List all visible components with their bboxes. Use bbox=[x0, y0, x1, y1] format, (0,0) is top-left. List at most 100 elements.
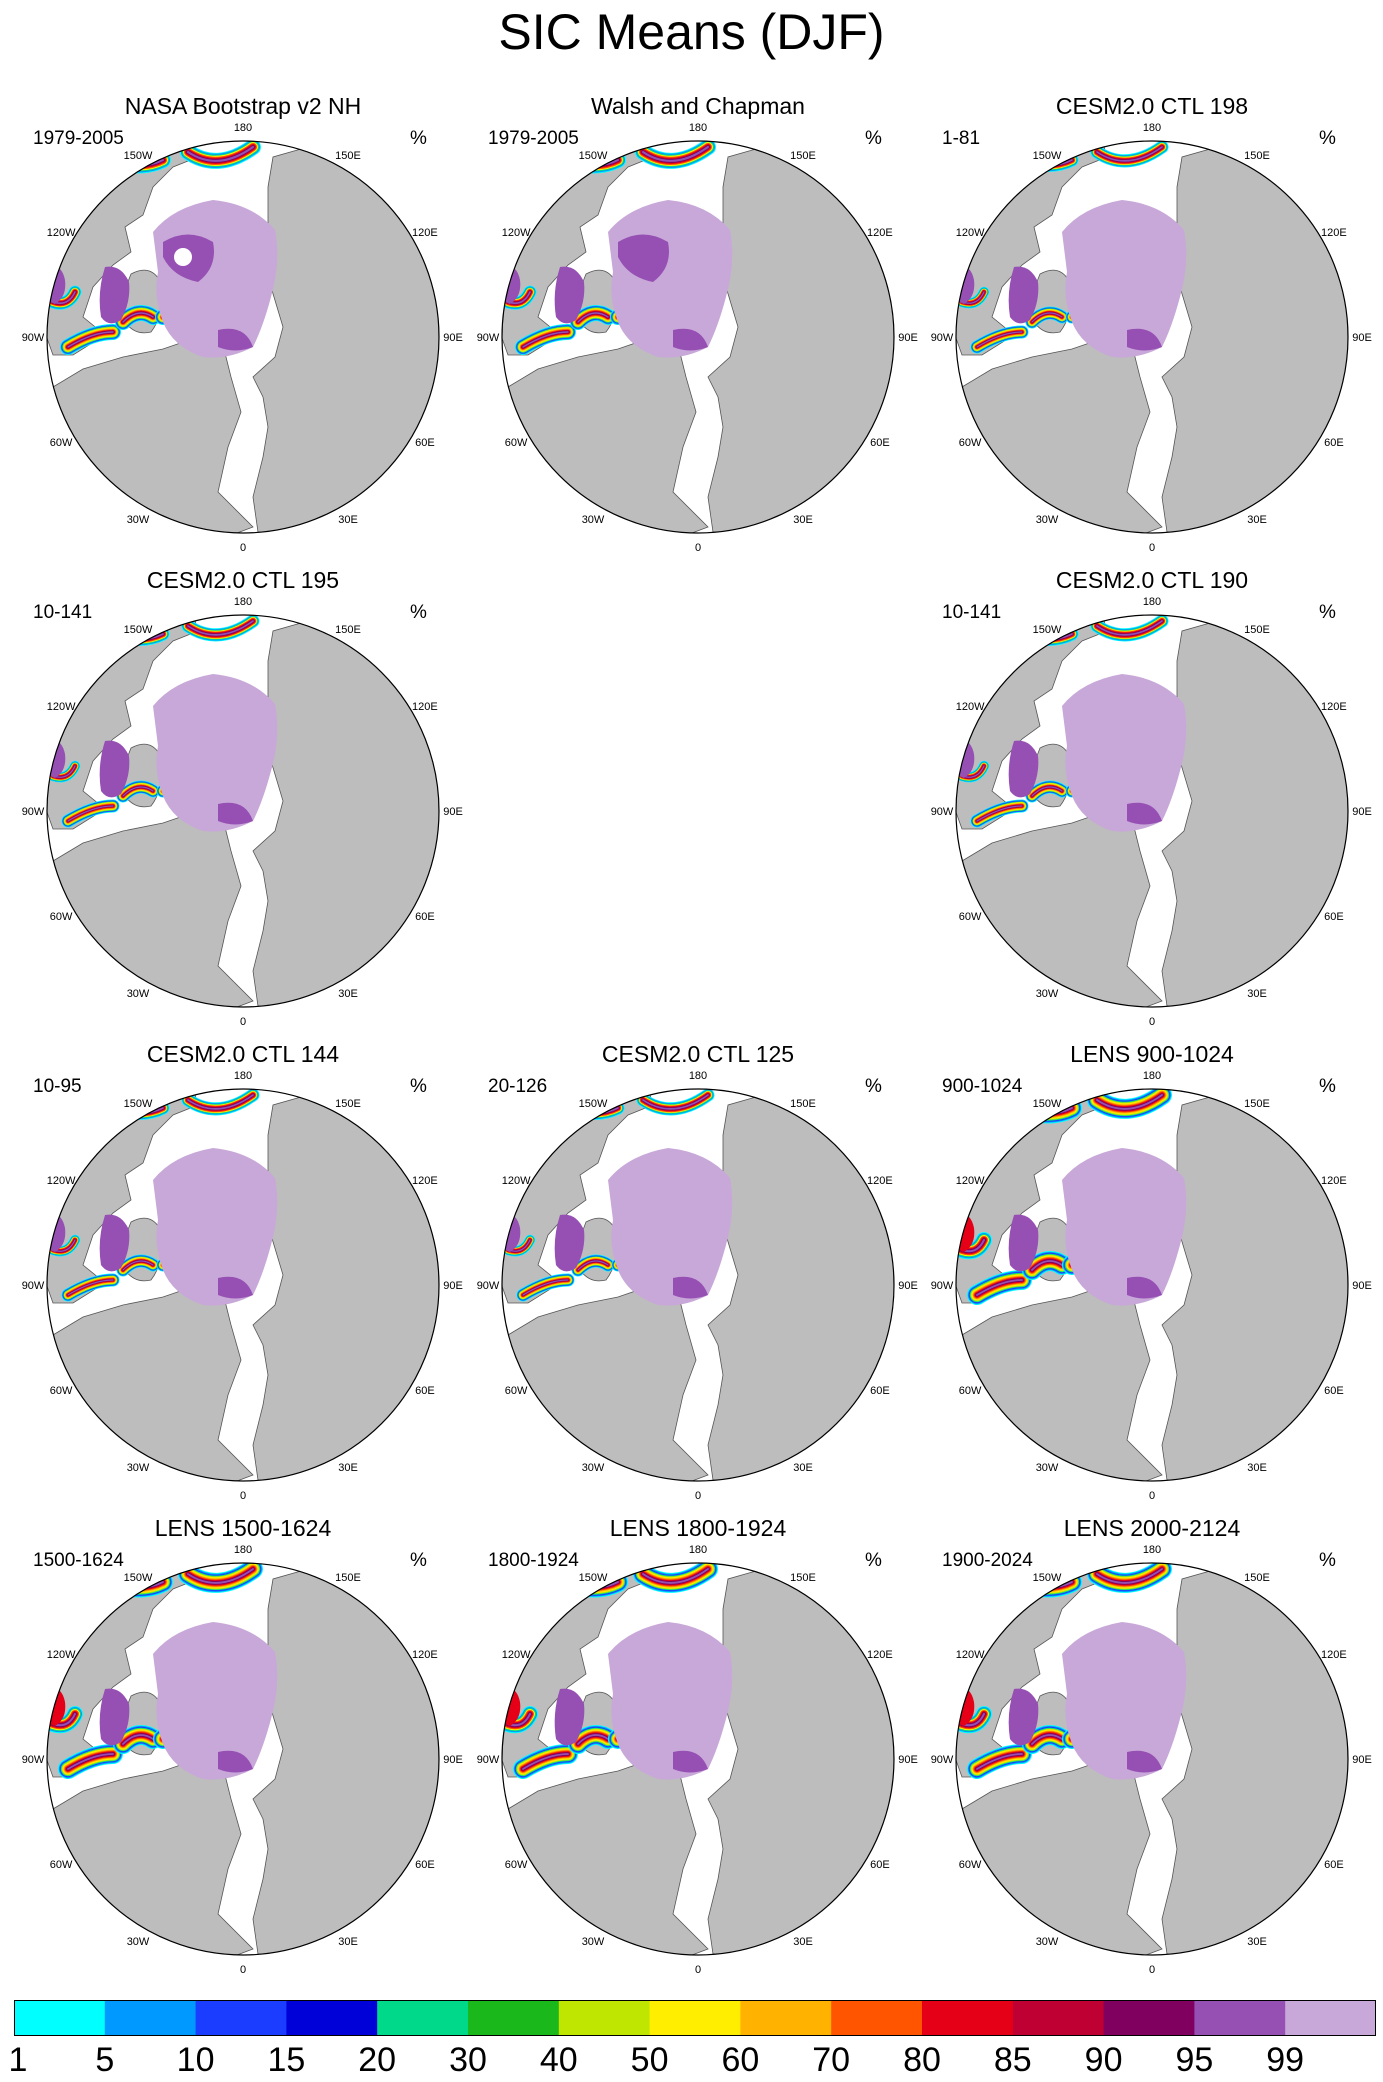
map-panel-nasa-bootstrap: 180 150E 120E 90E 60E 30E 0 30W 60W 90W 120W 150W N… bbox=[13, 92, 473, 562]
longitude-label: 60E bbox=[415, 1385, 435, 1397]
map-boundary bbox=[46, 1088, 440, 1482]
polar-map: 180 150E 120E 90E 60E 30E 0 30W 60W 90W 120W 150W bbox=[931, 596, 1372, 1028]
map-boundary bbox=[955, 140, 1349, 534]
ice-edge-greenland bbox=[577, 1734, 609, 1745]
colorbar-swatch bbox=[831, 2000, 923, 2036]
longitude-label: 90E bbox=[898, 1280, 918, 1292]
longitude-label: 150W bbox=[579, 1098, 608, 1110]
panel-period: 1900-2024 bbox=[942, 1550, 1033, 1571]
polar-map: 180 150E 120E 90E 60E 30E 0 30W 60W 90W 120W 150W bbox=[931, 1544, 1372, 1976]
panel-units: % bbox=[410, 1550, 427, 1571]
longitude-label: 180 bbox=[689, 1544, 707, 1556]
longitude-label: 30W bbox=[582, 1936, 605, 1948]
longitude-label: 120W bbox=[47, 1649, 76, 1661]
longitude-label: 150E bbox=[335, 150, 361, 162]
longitude-label: 150W bbox=[1033, 1098, 1062, 1110]
longitude-label: 0 bbox=[695, 1490, 701, 1502]
longitude-label: 30W bbox=[127, 988, 150, 1000]
ice-edge-greenland bbox=[1031, 312, 1063, 323]
longitude-label: 90E bbox=[1352, 1754, 1372, 1766]
longitude-label: 30W bbox=[1036, 988, 1059, 1000]
longitude-label: 90E bbox=[898, 1754, 918, 1766]
polar-map: 180 150E 120E 90E 60E 30E 0 30W 60W 90W 120W 150W bbox=[22, 1544, 463, 1976]
panel-units: % bbox=[410, 128, 427, 149]
longitude-label: 150E bbox=[1244, 624, 1270, 636]
ice-edge-okhotsk bbox=[1096, 1094, 1163, 1110]
panel-units: % bbox=[410, 602, 427, 623]
longitude-label: 90W bbox=[931, 1754, 954, 1766]
map-boundary bbox=[955, 1562, 1349, 1956]
baffin-bay-ice bbox=[99, 1214, 130, 1272]
arctic-pack-ice bbox=[1062, 200, 1187, 358]
panel-title: CESM2.0 CTL 198 bbox=[1055, 93, 1249, 119]
longitude-label: 60E bbox=[870, 1385, 890, 1397]
ice-edge-greenland bbox=[122, 312, 154, 323]
longitude-label: 120W bbox=[47, 227, 76, 239]
baffin-bay-ice bbox=[99, 740, 130, 798]
arctic-pack-ice bbox=[153, 200, 278, 358]
longitude-label: 90E bbox=[443, 806, 463, 818]
panel-units: % bbox=[865, 128, 882, 149]
longitude-label: 180 bbox=[234, 1544, 252, 1556]
longitude-label: 150W bbox=[579, 1572, 608, 1584]
arctic-pack-ice bbox=[1062, 1622, 1187, 1780]
panel-title: LENS 1500-1624 bbox=[154, 1515, 332, 1541]
ice-edge-labrador bbox=[976, 331, 1023, 348]
longitude-label: 150W bbox=[124, 1572, 153, 1584]
longitude-label: 60W bbox=[959, 1859, 982, 1871]
baffin-bay-ice bbox=[1008, 740, 1039, 798]
colorbar-label: 90 bbox=[1084, 2041, 1123, 2079]
map-panel-lens-2000-2124: 180 150E 120E 90E 60E 30E 0 30W 60W 90W 120W 150W L… bbox=[922, 1514, 1382, 1984]
longitude-label: 30E bbox=[1247, 1462, 1267, 1474]
longitude-label: 60W bbox=[505, 437, 528, 449]
sea-ice-layer bbox=[502, 1089, 733, 1306]
arctic-pack-ice bbox=[1062, 674, 1187, 832]
longitude-label: 30E bbox=[793, 514, 813, 526]
arctic-pack-ice bbox=[608, 1148, 733, 1306]
longitude-label: 180 bbox=[1143, 1544, 1161, 1556]
panel-period: 1500-1624 bbox=[33, 1550, 124, 1571]
baffin-bay-ice bbox=[99, 266, 130, 324]
polar-map: 180 150E 120E 90E 60E 30E 0 30W 60W 90W 120W 150W bbox=[477, 122, 918, 554]
colorbar-swatch bbox=[922, 2000, 1014, 2036]
longitude-label: 30W bbox=[127, 1936, 150, 1948]
longitude-label: 0 bbox=[695, 542, 701, 554]
polar-map: 180 150E 120E 90E 60E 30E 0 30W 60W 90W 120W 150W bbox=[931, 1070, 1372, 1502]
longitude-label: 90W bbox=[22, 806, 45, 818]
colorbar-swatch bbox=[740, 2000, 832, 2036]
map-boundary bbox=[46, 140, 440, 534]
longitude-label: 150E bbox=[1244, 150, 1270, 162]
longitude-label: 90E bbox=[1352, 1280, 1372, 1292]
map-boundary bbox=[501, 1088, 895, 1482]
kara-sea-ice bbox=[218, 802, 253, 825]
baffin-bay-ice bbox=[99, 1688, 130, 1746]
hudson-bay-ice bbox=[47, 1687, 66, 1726]
ice-edge-okhotsk bbox=[187, 1568, 254, 1584]
colorbar-label: 85 bbox=[993, 2041, 1032, 2079]
panel-title: CESM2.0 CTL 190 bbox=[1055, 567, 1249, 593]
longitude-label: 120E bbox=[867, 227, 893, 239]
map-panel-walsh-chapman: 180 150E 120E 90E 60E 30E 0 30W 60W 90W 120W 150W W… bbox=[468, 92, 928, 562]
panel-units: % bbox=[1319, 1076, 1336, 1097]
map-panel-lens-1500-1624: 180 150E 120E 90E 60E 30E 0 30W 60W 90W 120W 150W L… bbox=[13, 1514, 473, 1984]
longitude-label: 90W bbox=[931, 806, 954, 818]
panel-units: % bbox=[865, 1076, 882, 1097]
ice-edge-labrador bbox=[67, 331, 114, 348]
colorbar-swatch bbox=[195, 2000, 287, 2036]
panel-units: % bbox=[410, 1076, 427, 1097]
longitude-label: 180 bbox=[234, 1070, 252, 1082]
arctic-pack-ice bbox=[153, 1622, 278, 1780]
longitude-label: 150E bbox=[335, 1572, 361, 1584]
longitude-label: 60E bbox=[1324, 1859, 1344, 1871]
longitude-label: 60E bbox=[415, 911, 435, 923]
longitude-label: 120E bbox=[412, 1175, 438, 1187]
arctic-pack-ice bbox=[153, 1148, 278, 1306]
longitude-label: 60E bbox=[870, 1859, 890, 1871]
colorbar-swatch bbox=[558, 2000, 651, 2036]
multiyear-ice bbox=[618, 234, 669, 282]
colorbar-label: 50 bbox=[630, 2041, 669, 2079]
longitude-label: 180 bbox=[689, 1070, 707, 1082]
longitude-label: 30E bbox=[1247, 988, 1267, 1000]
longitude-label: 150E bbox=[790, 150, 816, 162]
panel-title: Walsh and Chapman bbox=[591, 93, 805, 119]
